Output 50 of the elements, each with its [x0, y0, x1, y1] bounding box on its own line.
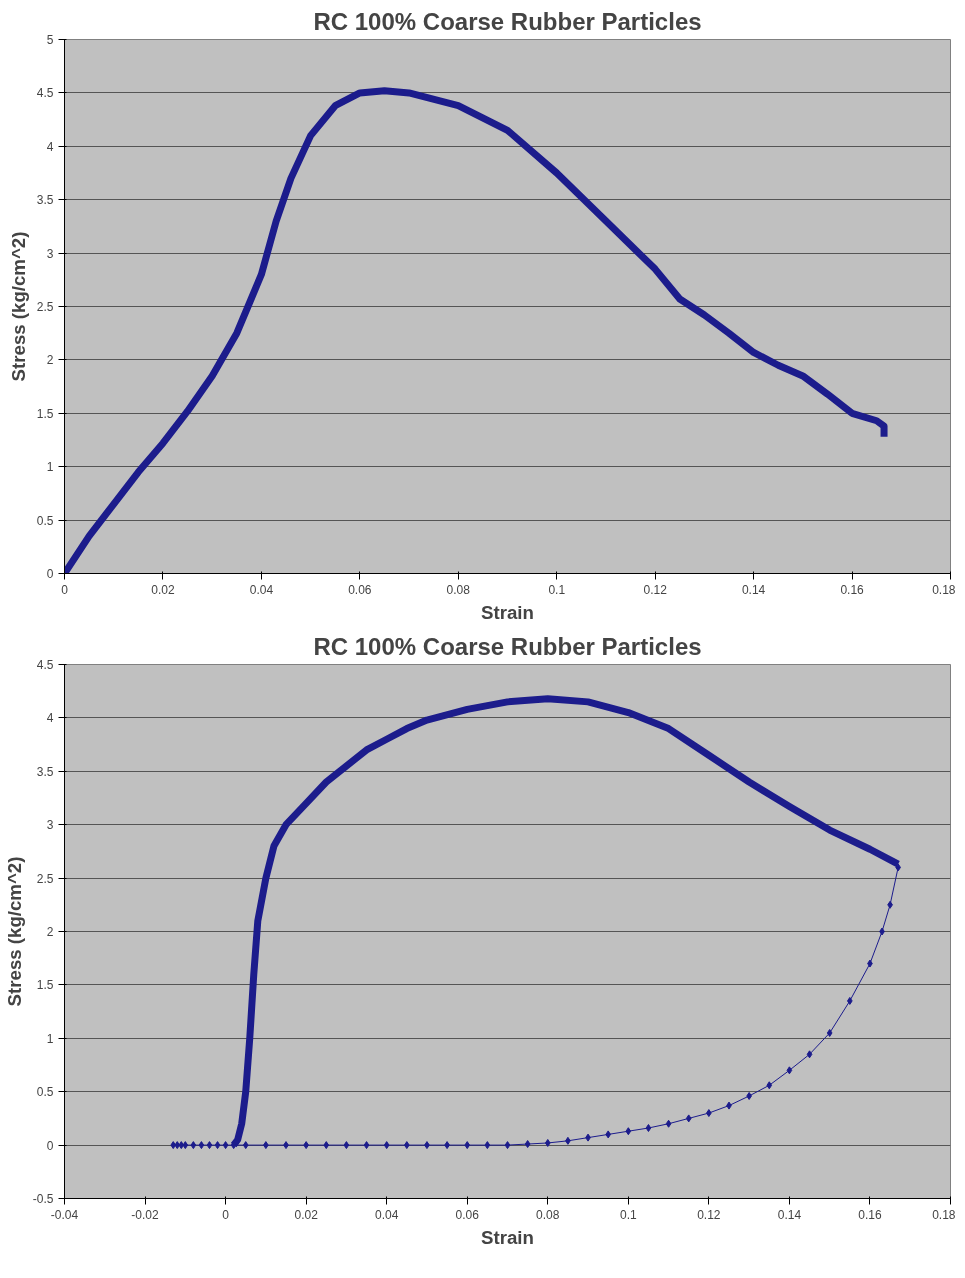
- y-tick-label: 0.5: [36, 1085, 54, 1100]
- y-tick-label: 3.5: [36, 764, 54, 779]
- y-tick-label: 4: [46, 139, 54, 154]
- x-tick-label: 0.12: [697, 1207, 721, 1222]
- y-tick-label: -0.5: [32, 1192, 54, 1206]
- chart-title: RC 100% Coarse Rubber Particles: [313, 7, 702, 35]
- x-tick-label: 0.14: [741, 582, 766, 597]
- y-tick-label: 3.5: [36, 193, 54, 208]
- y-tick-label: 0: [46, 1138, 54, 1153]
- x-tick-label: 0.06: [348, 582, 372, 597]
- y-tick-label: 1.5: [36, 978, 54, 993]
- y-tick-label: 2.5: [36, 300, 54, 314]
- y-tick-label: 1: [46, 460, 54, 475]
- x-axis-title: Strain: [481, 601, 534, 623]
- x-tick-label: 0.08: [446, 582, 471, 597]
- x-tick-label: 0.18: [932, 582, 956, 597]
- y-tick-label: 4.5: [36, 658, 54, 672]
- chart-title: RC 100% Coarse Rubber Particles: [313, 632, 702, 660]
- x-tick-label: 0.06: [455, 1207, 480, 1222]
- x-tick-label: 0.16: [858, 1207, 882, 1222]
- y-tick-label: 5: [46, 33, 54, 47]
- x-tick-label: 0.02: [294, 1207, 319, 1222]
- x-tick-label: 0.1: [548, 582, 566, 597]
- y-tick-label: 4.5: [36, 86, 54, 101]
- y-tick-label: 4: [46, 711, 54, 726]
- x-axis-title: Strain: [481, 1226, 534, 1248]
- x-tick-label: -0.02: [131, 1207, 160, 1222]
- y-tick-label: 0.5: [36, 513, 54, 528]
- y-tick-label: 2: [46, 353, 54, 368]
- y-tick-label: 1.5: [36, 406, 54, 421]
- x-tick-label: 0.18: [932, 1207, 956, 1222]
- x-tick-label: 0.02: [151, 582, 175, 597]
- x-tick-label: 0.1: [619, 1207, 637, 1222]
- x-tick-label: 0.04: [249, 582, 274, 597]
- y-axis-title: Stress (kg/cm^2): [3, 856, 25, 1007]
- x-tick-label: 0.04: [375, 1207, 399, 1222]
- x-tick-label: 0.12: [643, 582, 668, 597]
- y-axis-title: Stress (kg/cm^2): [7, 231, 29, 382]
- y-tick-label: 3: [46, 246, 54, 261]
- y-tick-label: 0: [46, 567, 54, 581]
- x-tick-label: 0.16: [840, 582, 865, 597]
- y-tick-label: 2: [46, 925, 54, 939]
- x-tick-label: 0.14: [777, 1207, 802, 1222]
- x-tick-label: 0: [61, 582, 69, 597]
- y-tick-label: 3: [46, 818, 54, 833]
- y-tick-label: 1: [46, 1031, 54, 1046]
- x-tick-label: 0: [222, 1207, 230, 1222]
- y-tick-label: 2.5: [36, 871, 54, 886]
- x-tick-label: -0.04: [50, 1207, 79, 1222]
- x-tick-label: 0.08: [536, 1207, 560, 1222]
